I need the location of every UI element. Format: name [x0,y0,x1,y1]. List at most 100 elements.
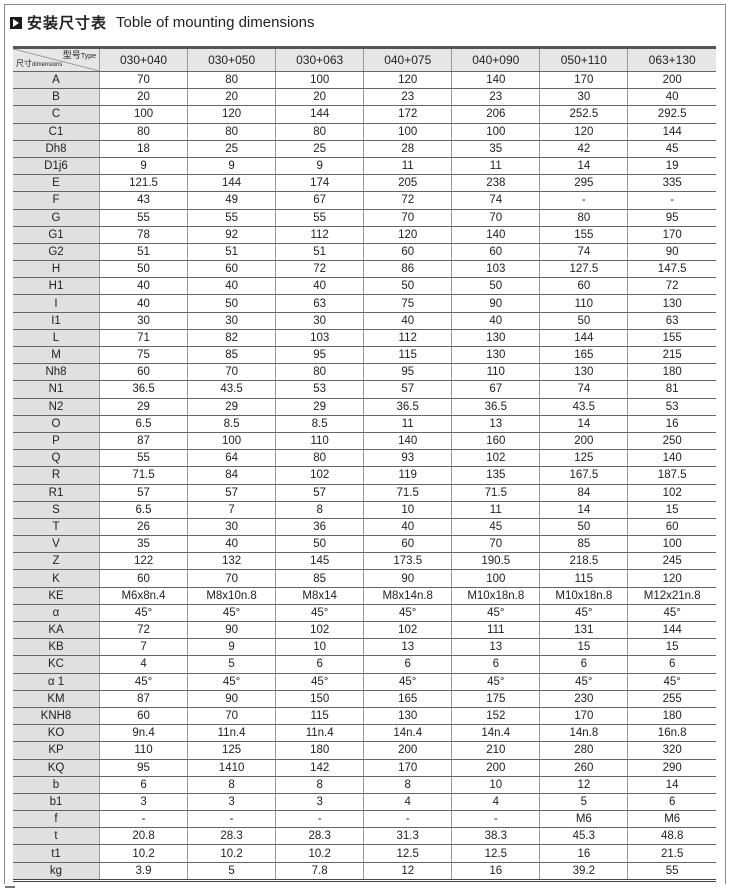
table-cell: 7 [187,501,276,519]
table-row: KB 7 9 10 13 13 15 15 [13,638,716,657]
table-cell: 45° [98,673,188,691]
table-row: KNH8 60 70 115 130 152 170 180 [13,707,716,726]
table-row: H 50 60 72 86 103 127.5 147.5 [13,260,716,279]
row-label: α 1 [13,673,100,691]
row-label: R1 [13,484,100,502]
table-cell: 132 [187,552,276,571]
table-cell: 55 [187,209,276,227]
table-cell: 3 [275,793,364,812]
table-cell: 53 [627,398,716,416]
table-cell: 121.5 [98,174,188,193]
table-cell: 57 [363,380,452,399]
table-cell: 72 [275,260,364,279]
table-cell: 70 [451,209,540,227]
table-cell: 43.5 [539,398,628,416]
row-label: KM [13,690,100,708]
table-cell: 85 [275,569,364,588]
table-cell: 100 [98,105,188,124]
table-cell: 90 [363,569,452,588]
table-row: kg 3.9 5 7.8 12 16 39.2 55 [13,862,716,882]
table-cell: M10x18n.8 [451,587,540,605]
page-title: 安装尺寸表 Toble of mounting dimensions [10,12,314,33]
table-cell: M6 [627,810,716,829]
table-cell: 84 [539,484,628,502]
table-cell: M6 [539,810,628,829]
table-cell: 40 [363,518,452,537]
table-cell: M12x21n.8 [627,587,716,605]
table-cell: 80 [187,123,276,141]
table-cell: 50 [187,294,276,313]
table-cell: 100 [363,123,452,141]
table-row: B 20 20 20 23 23 30 40 [13,88,716,107]
table-cell: 11 [363,157,452,176]
table-cell: 74 [539,243,628,262]
table-cell: 9n.4 [98,724,188,743]
table-cell: 110 [98,741,188,760]
table-row: KA 72 90 102 102 111 131 144 [13,621,716,640]
table-cell: 11n.4 [275,724,364,743]
table-cell: 57 [98,484,188,502]
column-header: 050+110 [539,47,628,72]
table-row: A 70 80 100 120 140 170 200 [13,71,716,90]
table-cell: 95 [627,209,716,227]
table-cell: 14n.4 [363,724,452,743]
table-cell: 45° [98,604,188,623]
table-cell: 102 [451,449,540,468]
table-cell: 82 [187,329,276,348]
table-cell: 93 [363,449,452,468]
table-cell: 50 [539,518,628,537]
table-row: t 20.8 28.3 28.3 31.3 38.3 45.3 48.8 [13,827,716,846]
table-cell: 29 [98,398,188,416]
table-cell: 6 [275,655,364,674]
table-cell: 160 [451,432,540,451]
table-cell: 30 [275,312,364,330]
table-cell: 92 [187,226,276,244]
table-row: b1 3 3 3 4 4 5 6 [13,793,716,812]
table-cell: 40 [363,312,452,330]
row-label: C1 [13,123,100,141]
table-row: G2 51 51 51 60 60 74 90 [13,243,716,262]
table-cell: 35 [451,140,540,158]
table-cell: 40 [98,277,188,296]
table-row: t1 10.2 10.2 10.2 12.5 12.5 16 21.5 [13,844,716,863]
table-cell: 135 [451,466,540,485]
row-label: I [13,294,100,313]
table-cell: 142 [275,759,364,777]
table-cell: 12.5 [363,844,452,863]
row-label: V [13,535,100,554]
table-cell: 45 [627,140,716,158]
table-cell: 30 [187,518,276,537]
table-cell: 165 [539,346,628,365]
table-cell: 70 [187,569,276,588]
row-label: f [13,810,100,829]
table-cell: - [363,810,452,829]
table-cell: 255 [627,690,716,708]
table-cell: 245 [627,552,716,571]
table-cell: 28.3 [275,827,364,846]
table-cell: 95 [275,346,364,365]
table-cell: 63 [627,312,716,330]
table-cell: 8 [363,776,452,794]
table-cell: 50 [363,277,452,296]
table-cell: M8x14n.8 [363,587,452,605]
table-cell: 5 [539,793,628,812]
table-cell: 206 [451,105,540,124]
table-cell: 43.5 [187,380,276,399]
table-cell: - [627,191,716,210]
table-cell: 127.5 [539,260,628,279]
table-cell: 10 [363,501,452,519]
table-cell: 15 [627,638,716,657]
table-cell: 120 [539,123,628,141]
triangle-right-icon [10,16,22,29]
table-cell: 144 [627,621,716,640]
table-cell: 60 [627,518,716,537]
table-cell: 130 [363,707,452,726]
table-row: D1j6 9 9 9 11 11 14 19 [13,157,716,176]
footer-mark [5,886,15,888]
table-cell: 10.2 [98,844,188,863]
table-cell: 85 [539,535,628,554]
table-cell: 64 [187,449,276,468]
table-cell: 60 [98,569,188,588]
table-cell: 252.5 [539,105,628,124]
table-cell: 57 [187,484,276,502]
